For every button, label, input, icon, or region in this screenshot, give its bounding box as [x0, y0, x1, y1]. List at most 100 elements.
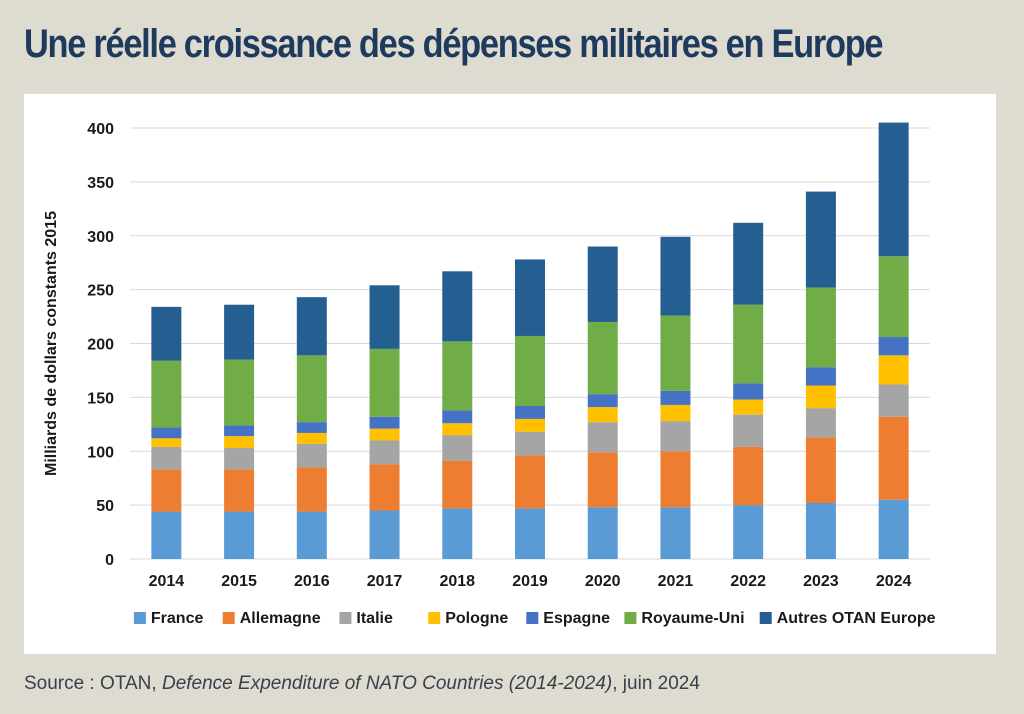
bar-segment [515, 259, 545, 336]
legend-label: Espagne [543, 610, 610, 627]
x-tick-label: 2022 [730, 573, 766, 590]
source-work-title: Defence Expenditure of NATO Countries (2… [161, 673, 613, 694]
bar-segment [151, 306, 182, 361]
bar-segment [442, 410, 473, 424]
y-tick-label: 0 [105, 552, 114, 569]
y-tick-label: 200 [87, 337, 114, 354]
legend-swatch [624, 612, 637, 624]
bar-segment [442, 341, 473, 411]
bar-segment [442, 423, 473, 436]
y-tick-label: 150 [87, 390, 114, 407]
bar-segment [369, 440, 400, 465]
bar-segment [733, 446, 764, 506]
x-tick-label: 2015 [221, 573, 257, 590]
bar-segment [296, 422, 327, 433]
legend-swatch [759, 612, 772, 624]
bar-segment [733, 383, 764, 400]
bar-segment [515, 405, 545, 419]
y-tick-label: 300 [87, 229, 114, 246]
bar-segment [805, 408, 836, 438]
bar-segment [660, 236, 691, 316]
y-tick-label: 250 [87, 283, 114, 300]
bar-segment [660, 315, 691, 391]
bar-segment [878, 416, 909, 500]
x-tick-label: 2019 [512, 573, 548, 590]
y-axis-title: Milliards de dollars constants 2015 [43, 211, 60, 476]
source-suffix: , juin 2024 [612, 673, 700, 694]
chart-panel: 0 50 100 150 200 250 300 350 400 Milliards de dol… [24, 94, 996, 654]
x-tick-label: 2020 [585, 573, 621, 590]
bar-segment [660, 507, 691, 559]
y-tick-label: 50 [96, 498, 114, 515]
x-tick-label: 2017 [367, 573, 403, 590]
bar-segment [369, 348, 400, 417]
y-tick-label: 350 [87, 175, 114, 192]
bar-segment [587, 246, 618, 322]
bar-segment [805, 367, 836, 386]
bar-segment [515, 431, 545, 456]
bar-segment [224, 425, 255, 437]
y-tick-label: 400 [87, 121, 114, 138]
legend-swatch [526, 612, 539, 624]
bar-segment [296, 443, 327, 468]
bar-segment [369, 416, 400, 429]
x-tick-label: 2016 [294, 573, 330, 590]
bar-segment [515, 418, 545, 432]
bar-segment [296, 432, 327, 444]
bar-segment [733, 414, 764, 447]
bar-segment [587, 407, 618, 423]
bar-segment [587, 452, 618, 508]
legend-swatch [222, 612, 235, 624]
bar-segment [296, 297, 327, 356]
bar-segment [442, 435, 473, 461]
bar-segment [442, 271, 473, 342]
bar-segment [151, 438, 182, 447]
source-prefix: Source : OTAN, [24, 673, 162, 694]
legend-label: Royaume-Uni [641, 610, 744, 627]
bar-segment [805, 191, 836, 288]
bar-segment [878, 256, 909, 338]
x-tick-label: 2024 [876, 573, 912, 590]
bar-segment [224, 469, 255, 512]
bar-segment [733, 505, 764, 559]
legend-label: Allemagne [240, 610, 321, 627]
y-tick-label: 100 [87, 444, 114, 461]
bar-segment [660, 451, 691, 508]
bar-segment [587, 394, 618, 408]
bar-segment [369, 464, 400, 511]
bar-segment [151, 446, 182, 470]
legend-swatch [339, 612, 352, 624]
bar-segment [733, 304, 764, 384]
bar-segment [660, 421, 691, 452]
bar-segment [660, 390, 691, 405]
bar-segment [733, 222, 764, 305]
bar-segment [442, 508, 473, 559]
legend-swatch [133, 612, 146, 624]
source-note: Source : OTAN, Defence Expenditure of NA… [24, 673, 700, 695]
bar-segment [369, 510, 400, 559]
bar-segment [296, 355, 327, 423]
bar-segment [515, 335, 545, 406]
bar-segment [878, 355, 909, 385]
bar-segment [587, 507, 618, 559]
bar-segment [878, 122, 909, 257]
stacked-bar-chart: 0 50 100 150 200 250 300 350 400 Milliards de dol… [43, 121, 936, 627]
x-tick-label: 2021 [658, 573, 694, 590]
bar-segment [805, 385, 836, 409]
bar-segment [878, 384, 909, 417]
bar-segment [151, 469, 182, 512]
bar-segment [151, 360, 182, 428]
bar-segment [296, 467, 327, 512]
bar-segment [805, 502, 836, 559]
bar-segment [587, 321, 618, 395]
bar-segment [442, 460, 473, 509]
bar-segment [369, 285, 400, 349]
legend-label: Italie [356, 610, 393, 627]
bar-segment [151, 511, 182, 559]
bar-segment [515, 508, 545, 559]
bar-segment [515, 455, 545, 509]
x-tick-label: 2014 [149, 573, 185, 590]
legend-label: Pologne [445, 610, 508, 627]
x-tick-label: 2018 [439, 573, 475, 590]
bar-segment [805, 437, 836, 503]
